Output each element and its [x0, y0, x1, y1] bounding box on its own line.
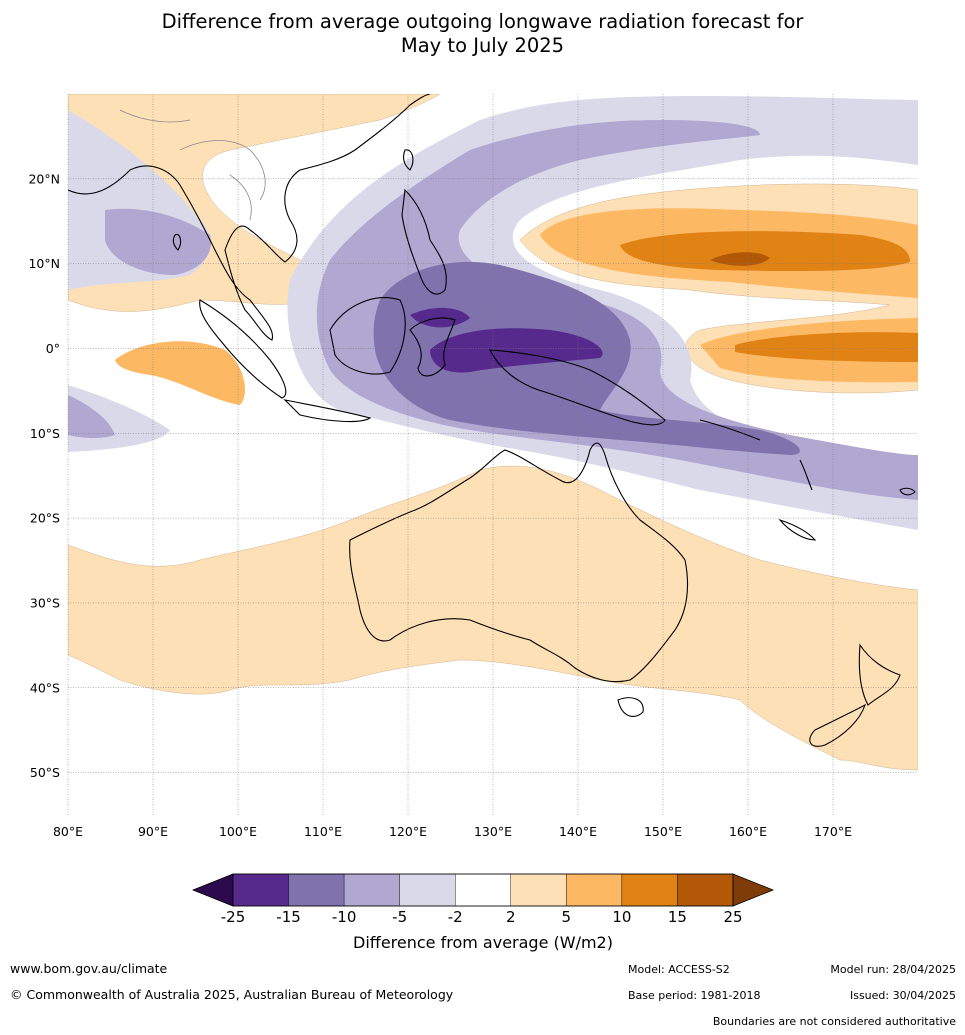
coastlines — [68, 94, 916, 747]
footer-website[interactable]: www.bom.gov.au/climate — [10, 961, 168, 976]
colorbar-level-label: 5 — [562, 908, 572, 926]
lon-tick-label: 100°E — [219, 824, 257, 839]
lon-tick-label: 140°E — [559, 824, 597, 839]
colorbar-level-label: 2 — [506, 908, 516, 926]
colorbar-bin — [232, 873, 289, 907]
colorbar-bin — [566, 873, 623, 907]
coastline-sulawesi — [409, 317, 456, 377]
footer-model-run: Model run: 28/04/2025 — [830, 963, 956, 976]
lon-tick-label: 120°E — [389, 824, 427, 839]
country-boundaries — [119, 109, 266, 221]
coastline-borneo — [329, 297, 406, 375]
colorbar-bin — [621, 873, 678, 907]
tick-labels: 80°E 90°E 100°E 110°E 120°E 130°E 140°E 150°E 16… — [28, 171, 852, 839]
anomaly-region-darkest-orange — [710, 252, 770, 266]
colorbar-level-label: 25 — [723, 908, 742, 926]
colorbar-level-label: 10 — [612, 908, 631, 926]
colorbar-level-label: 15 — [668, 908, 687, 926]
lon-tick-label: 110°E — [304, 824, 342, 839]
anomaly-region-light-purple-west — [105, 208, 211, 275]
coastline-tasmania — [617, 697, 644, 718]
lon-tick-label: 150°E — [644, 824, 682, 839]
colorbar-bin — [455, 873, 511, 907]
anomaly-region-dark-purple-2 — [430, 328, 603, 373]
colorbar-frame — [232, 873, 734, 907]
lat-tick-label: 40°S — [30, 680, 60, 695]
coastline-philippines — [401, 188, 447, 295]
lat-tick-label: 30°S — [30, 595, 60, 610]
anomaly-region-dark-orange-equatorial — [735, 332, 918, 362]
colorbar-title: Difference from average (W/m2) — [353, 933, 613, 952]
boundary-china — [119, 109, 191, 123]
colorbar-extend-min — [191, 873, 234, 907]
colorbar-level-label: -2 — [448, 908, 463, 926]
coastline-sri-lanka — [172, 233, 182, 251]
coastline-new-caledonia — [778, 518, 817, 541]
anomaly-region-light-purple-indian — [68, 395, 115, 439]
coastline-asia-mainland — [68, 94, 431, 341]
coastline-new-guinea — [489, 349, 666, 426]
coastline-north-island-nz — [858, 643, 901, 706]
anomaly-region-orange-indian-ocean — [115, 341, 245, 405]
colorbar-level-label: -25 — [221, 908, 246, 926]
coastline-java — [283, 399, 372, 423]
anomaly-region-light-orange-south — [68, 465, 918, 771]
lon-tick-label: 160°E — [729, 824, 767, 839]
map-title: Difference from average outgoing longwav… — [0, 10, 965, 58]
colorbar-bin — [399, 873, 456, 907]
anomaly-region-dark-orange-north — [620, 231, 910, 272]
coastline-australia — [349, 442, 689, 683]
gridlines — [67, 94, 918, 815]
colorbar-level-label: -10 — [332, 908, 357, 926]
coastline-south-island-nz — [809, 703, 866, 747]
map-title-line-2: May to July 2025 — [400, 34, 565, 57]
lat-tick-label: 0° — [46, 341, 60, 356]
colorbar-bin — [510, 873, 567, 907]
colorbar-extend-max — [732, 873, 775, 907]
colorbar-level-label: -5 — [392, 908, 407, 926]
lon-tick-label: 170°E — [814, 824, 852, 839]
lat-tick-label: 20°N — [28, 171, 60, 186]
colorbar-bin — [343, 873, 400, 907]
lat-tick-label: 10°N — [28, 256, 60, 271]
footer-copyright: © Commonwealth of Australia 2025, Austra… — [10, 987, 454, 1002]
footer-disclaimer: Boundaries are not considered authoritat… — [712, 1015, 956, 1028]
lon-tick-label: 130°E — [474, 824, 512, 839]
lat-tick-label: 10°S — [30, 426, 60, 441]
map-title-line-1: Difference from average outgoing longwav… — [161, 10, 804, 33]
coastline-sumatra — [199, 299, 287, 399]
footer-base-period: Base period: 1981-2018 — [628, 989, 761, 1002]
boundary-southeast-asia — [179, 140, 266, 201]
colorbar-bin — [677, 873, 734, 907]
lat-tick-label: 20°S — [30, 511, 60, 526]
coastline-taiwan — [403, 149, 414, 171]
coastline-fiji — [899, 487, 916, 496]
lon-tick-label: 80°E — [53, 824, 83, 839]
footer-issued: Issued: 30/04/2025 — [849, 989, 956, 1002]
colorbar-bin — [288, 873, 345, 907]
coastline-vanuatu — [799, 459, 813, 491]
footer-model: Model: ACCESS-S2 — [628, 963, 730, 976]
lon-tick-label: 90°E — [138, 824, 168, 839]
boundary-indochina — [229, 174, 252, 221]
coastline-solomon-islands — [699, 419, 761, 441]
colorbar-level-label: -15 — [276, 908, 301, 926]
lat-tick-label: 50°S — [30, 765, 60, 780]
